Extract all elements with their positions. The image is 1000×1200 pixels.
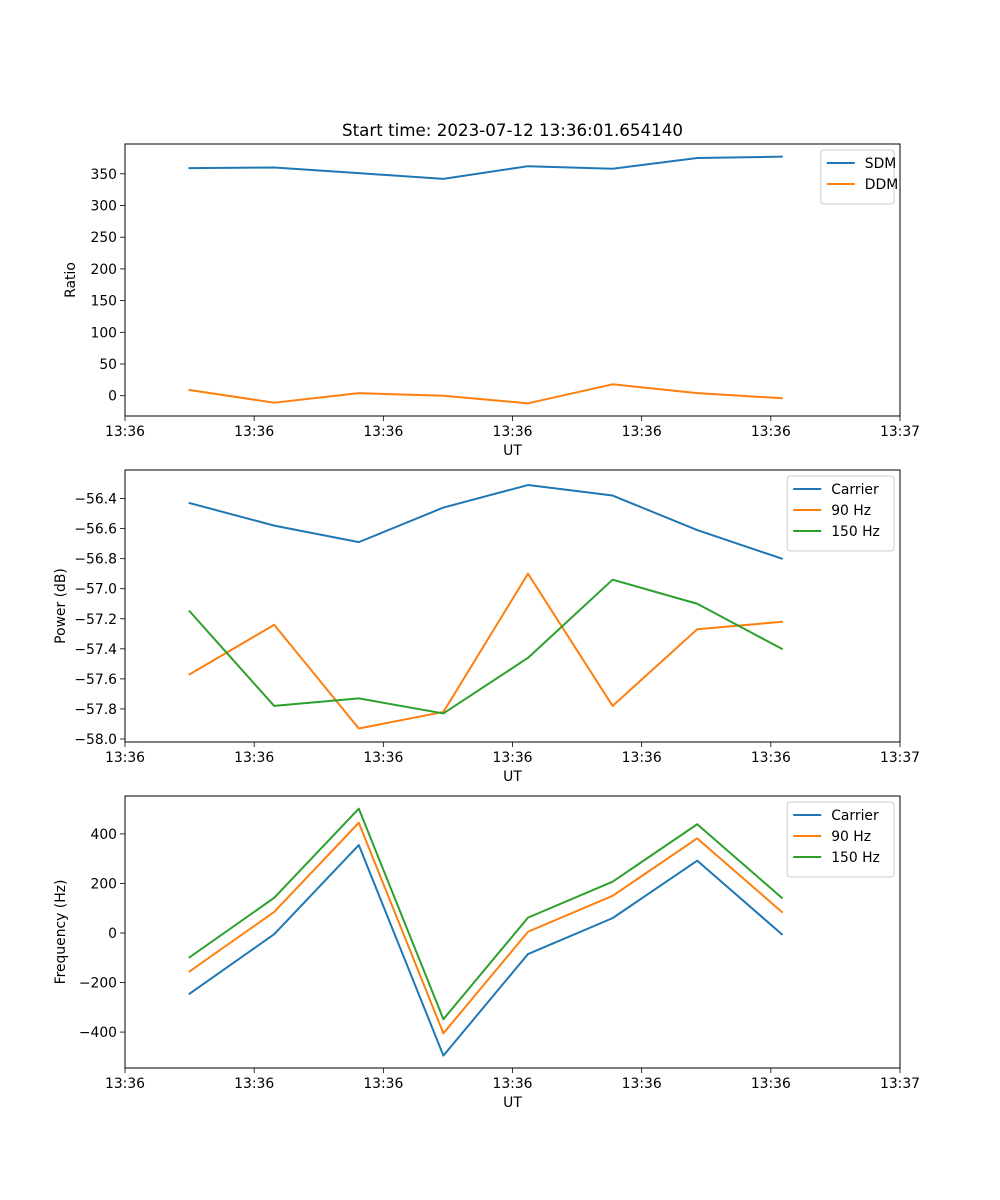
panel-3-legend: Carrier 90 Hz 150 Hz xyxy=(786,801,895,878)
panel-1-series-line-ddm xyxy=(188,383,783,405)
panel-2-series-line-150-hz xyxy=(188,578,784,715)
panel-3-x-tick-label: 13:36 xyxy=(751,1076,791,1092)
panel-1-y-tick-label: 350 xyxy=(90,167,117,183)
panel-1-legend-label-ddm: DDM xyxy=(865,177,898,193)
panel-2-y-tick-label: −56.8 xyxy=(74,552,117,568)
panel-1-x-axis-label: UT xyxy=(503,443,522,459)
panel-3-series-line-carrier xyxy=(188,844,784,1057)
panel-2-x-tick-label: 13:36 xyxy=(363,750,403,766)
panel-3-y-tick-label: −200 xyxy=(79,976,117,992)
panel-3-series-line-150-hz xyxy=(188,807,784,1021)
panel-1-y-axis-label: Ratio xyxy=(63,262,79,298)
panel-3-x-axis-label: UT xyxy=(503,1095,522,1111)
panel-1-legend-label-sdm: SDM xyxy=(865,156,897,172)
panel-1-x-tick-label: 13:37 xyxy=(880,424,920,440)
panel-2-y-tick-label: −57.8 xyxy=(74,702,117,718)
ratio-panel: 13:36 13:36 13:36 13:36 13:36 13:36 13:37 0 50 10… xyxy=(63,143,920,459)
panel-3-legend-label-90-hz: 90 Hz xyxy=(831,829,871,845)
panel-3-x-tick-label: 13:36 xyxy=(492,1076,532,1092)
panel-3-x-tick-label: 13:37 xyxy=(880,1076,920,1092)
panel-2-x-tick-label: 13:36 xyxy=(105,750,145,766)
panel-1-x-tick-label: 13:36 xyxy=(234,424,274,440)
panel-2-y-tick-label: −57.6 xyxy=(74,672,117,688)
panel-3-y-tick-label: −400 xyxy=(79,1025,117,1041)
panel-3-x-tick-label: 13:36 xyxy=(363,1076,403,1092)
panel-2-x-tick-label: 13:37 xyxy=(880,750,920,766)
panel-3-y-tick-label: 200 xyxy=(90,876,117,892)
panel-3-legend-box xyxy=(786,801,895,878)
panel-2-x-axis-label: UT xyxy=(503,769,522,785)
panel-2-y-tick-label: −56.4 xyxy=(74,492,117,508)
panel-2-legend: Carrier 90 Hz 150 Hz xyxy=(786,475,895,552)
panel-2-legend-box xyxy=(786,475,895,552)
panel-2-y-tick-label: −57.4 xyxy=(74,642,117,658)
panel-1-y-tick-label: 250 xyxy=(90,230,117,246)
panel-2-x-tick-label: 13:36 xyxy=(751,750,791,766)
panel-1-y-tick-label: 0 xyxy=(108,389,117,405)
panel-3-series-line-90-hz xyxy=(188,821,784,1035)
panel-3-y-tick-label: 0 xyxy=(108,926,117,942)
panel-2-x-tick-label: 13:36 xyxy=(492,750,532,766)
panel-1-x-tick-label: 13:36 xyxy=(622,424,662,440)
panel-1-x-tick-label: 13:36 xyxy=(105,424,145,440)
panel-1-series-line-sdm xyxy=(188,155,783,180)
panel-1-y-tick-label: 300 xyxy=(90,199,117,215)
panel-3-y-axis-label: Frequency (Hz) xyxy=(53,880,69,985)
panel-1-legend: SDM DDM xyxy=(820,149,898,205)
panel-1-y-tick-label: 50 xyxy=(99,357,117,373)
panel-2-x-tick-label: 13:36 xyxy=(622,750,662,766)
panel-2-x-tick-label: 13:36 xyxy=(234,750,274,766)
panel-2-legend-label-90-hz: 90 Hz xyxy=(831,503,871,519)
panel-1-x-tick-label: 13:36 xyxy=(363,424,403,440)
panel-3-y-tick-label: 400 xyxy=(90,827,117,843)
panel-1-y-tick-label: 150 xyxy=(90,294,117,310)
panel-2-series-line-90-hz xyxy=(188,572,783,730)
panel-2-y-tick-label: −56.6 xyxy=(74,522,117,538)
panel-2-legend-label-carrier: Carrier xyxy=(831,482,879,498)
frequency-panel: 13:36 13:36 13:36 13:36 13:36 13:36 13:37 −400 −… xyxy=(53,795,920,1111)
panel-3-legend-label-150-hz: 150 Hz xyxy=(831,850,880,866)
panel-2-y-tick-label: −58.0 xyxy=(74,732,117,748)
panel-1-y-tick-label: 100 xyxy=(90,325,117,341)
panel-1-y-tick-label: 200 xyxy=(90,262,117,278)
panel-3-x-tick-label: 13:36 xyxy=(234,1076,274,1092)
panel-2-y-tick-label: −57.0 xyxy=(74,582,117,598)
power-panel: 13:36 13:36 13:36 13:36 13:36 13:36 13:37 −58.0… xyxy=(53,469,920,785)
panel-2-y-axis-label: Power (dB) xyxy=(53,568,69,644)
panel-2-y-tick-label: −57.2 xyxy=(74,612,117,628)
figure-title: Start time: 2023-07-12 13:36:01.654140 xyxy=(342,120,683,140)
panel-3-legend-label-carrier: Carrier xyxy=(831,808,879,824)
panel-3-x-tick-label: 13:36 xyxy=(622,1076,662,1092)
panel-2-legend-label-150-hz: 150 Hz xyxy=(831,524,880,540)
panel-3-x-tick-label: 13:36 xyxy=(105,1076,145,1092)
panel-1-x-tick-label: 13:36 xyxy=(492,424,532,440)
panel-2-series-line-carrier xyxy=(188,484,784,560)
panel-1-x-tick-label: 13:36 xyxy=(751,424,791,440)
